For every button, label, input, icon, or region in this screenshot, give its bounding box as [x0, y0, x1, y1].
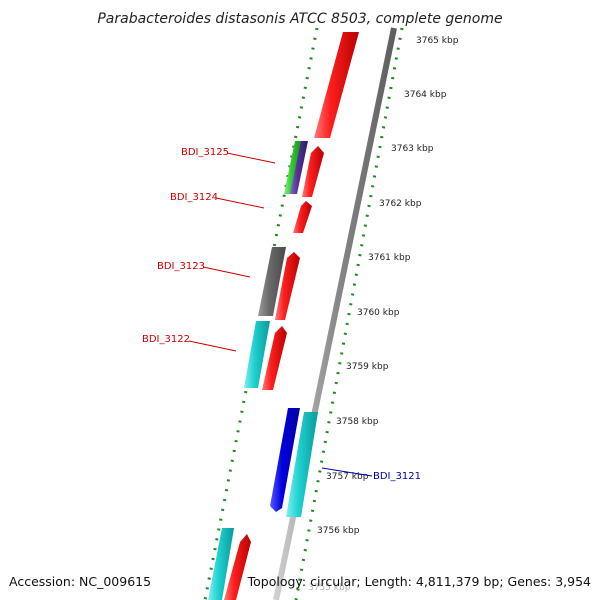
gene-label-bdi-3124[interactable]: BDI_3124	[170, 192, 218, 203]
topology-summary-text: Topology: circular; Length: 4,811,379 bp…	[247, 574, 591, 589]
gene-label-bdi-3122[interactable]: BDI_3122	[142, 334, 190, 345]
reverse-strand-features	[208, 141, 318, 600]
leader-line	[202, 266, 251, 278]
accession-text: Accession: NC_009615	[9, 574, 151, 589]
outer-tick-ring	[294, 27, 404, 600]
tick-labels: 3765 kbp 3764 kbp 3763 kbp 3762 kbp 3761…	[308, 36, 459, 593]
map-title: Parabacteroides distasonis ATCC 8503, co…	[97, 11, 502, 27]
leader-line	[215, 197, 265, 209]
tick-label: 3755 kbp	[308, 583, 351, 593]
gene-label-bdi-3123[interactable]: BDI_3123	[157, 261, 205, 272]
leader-line	[226, 152, 276, 164]
reverse-gene-feature-gray[interactable]	[258, 247, 286, 316]
forward-strand-features	[224, 32, 359, 600]
reverse-gene-feature-cyan[interactable]	[244, 321, 270, 388]
tick-label: 3765 kbp	[416, 36, 459, 46]
forward-gene-feature[interactable]	[224, 534, 251, 600]
reverse-gene-feature-blue[interactable]	[270, 408, 300, 512]
forward-gene-feature[interactable]	[302, 146, 324, 197]
tick-label: 3764 kbp	[404, 90, 447, 100]
tick-label: 3756 kbp	[317, 526, 360, 536]
forward-gene-feature[interactable]	[275, 252, 300, 320]
tick-label: 3762 kbp	[379, 199, 422, 209]
forward-gene-feature[interactable]	[262, 326, 287, 390]
tick-label: 3763 kbp	[391, 144, 434, 154]
reverse-gene-feature-green[interactable]	[284, 141, 302, 194]
forward-gene-feature[interactable]	[314, 32, 359, 138]
tick-label: 3761 kbp	[368, 253, 411, 263]
reverse-gene-feature-purple[interactable]	[290, 141, 308, 194]
tick-label: 3758 kbp	[336, 417, 379, 427]
gene-labels: BDI_3125 BDI_3124 BDI_3123 BDI_3122 BDI_…	[142, 147, 421, 482]
gene-label-bdi-3121[interactable]: BDI_3121	[373, 471, 421, 482]
tick-label: 3759 kbp	[346, 362, 389, 372]
reverse-gene-feature-cyan[interactable]	[286, 412, 318, 517]
leader-line	[321, 467, 373, 477]
gene-label-bdi-3125[interactable]: BDI_3125	[181, 147, 229, 158]
leader-line	[188, 340, 237, 352]
reverse-gene-feature-cyan[interactable]	[208, 528, 234, 600]
tick-label: 3760 kbp	[357, 308, 400, 318]
forward-gene-feature[interactable]	[293, 201, 312, 233]
tick-label: 3757 kbp	[326, 472, 369, 482]
